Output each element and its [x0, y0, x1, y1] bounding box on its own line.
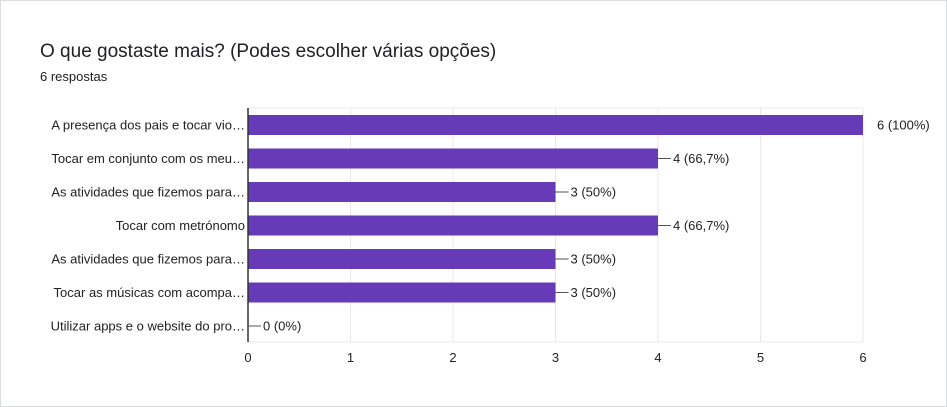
data-label: 3 (50%) [571, 185, 617, 200]
x-tick-label: 5 [757, 350, 764, 365]
x-tick-label: 2 [449, 350, 456, 365]
chart-title: O que gostaste mais? (Podes escolher vár… [40, 41, 497, 62]
bar [248, 249, 556, 269]
data-label: 3 (50%) [571, 252, 617, 267]
data-label: 6 (100%) [877, 118, 930, 133]
x-tick-label: 4 [654, 350, 661, 365]
category-label: As atividades que fizemos para… [51, 185, 245, 200]
data-label: 3 (50%) [571, 285, 617, 300]
response-count: 6 respostas [40, 69, 108, 84]
bar [248, 215, 658, 236]
category-label: Tocar em conjunto com os meu… [51, 151, 245, 166]
bar [248, 148, 658, 169]
data-label: 0 (0%) [263, 319, 301, 334]
x-tick-label: 3 [552, 350, 559, 365]
data-label: 4 (66,7%) [673, 218, 729, 233]
labels: 0 1 2 3 4 5 6 A presença dos pais e tocar vio… 6… [51, 118, 930, 366]
bar [248, 182, 556, 202]
x-tick-label: 0 [244, 350, 251, 365]
category-label: Tocar com metrónomo [116, 218, 245, 233]
category-label: A presença dos pais e tocar vio… [51, 118, 245, 133]
data-label: 4 (66,7%) [673, 151, 729, 166]
category-label: As atividades que fizemos para… [51, 252, 245, 267]
category-label: Utilizar apps e o website do pro… [51, 319, 245, 334]
bar [248, 282, 556, 303]
bar [248, 115, 863, 135]
category-label: Tocar as músicas com acompa… [54, 285, 245, 300]
x-tick-label: 6 [859, 350, 866, 365]
bars [247, 108, 863, 342]
x-tick-label: 1 [347, 350, 354, 365]
